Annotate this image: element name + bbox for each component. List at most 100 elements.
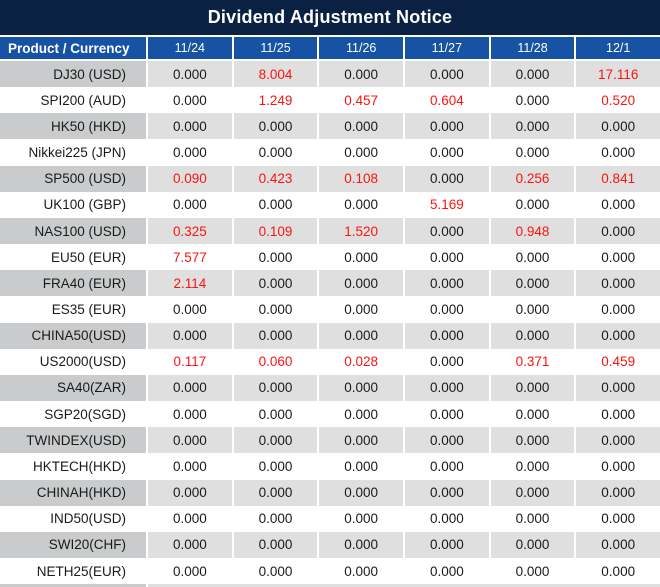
product-cell: EU50 (EUR) bbox=[0, 244, 148, 271]
value-cell: 0.000 bbox=[576, 557, 660, 585]
value-cell: 0.000 bbox=[576, 244, 660, 271]
value-cell: 0.000 bbox=[233, 453, 320, 480]
table-row: SWI20(CHF) 0.000 0.000 0.000 0.000 0.000 0.000 bbox=[0, 531, 660, 558]
table-row: EU50 (EUR) 7.577 0.000 0.000 0.000 0.000 0.000 bbox=[0, 244, 660, 271]
table-row: Nikkei225 (JPN) 0.000 0.000 0.000 0.000 0.000… bbox=[0, 139, 660, 166]
value-cell: 0.060 bbox=[233, 348, 320, 375]
value-cell: 0.000 bbox=[319, 244, 406, 271]
product-cell: CHINA50(USD) bbox=[0, 322, 148, 349]
product-cell: UK100 (GBP) bbox=[0, 191, 148, 218]
product-cell: FRA40 (EUR) bbox=[0, 270, 148, 297]
table-row: ES35 (EUR) 0.000 0.000 0.000 0.000 0.000 0.000 bbox=[0, 296, 660, 323]
value-cell: 0.000 bbox=[233, 427, 320, 454]
value-cell: 0.000 bbox=[576, 374, 660, 402]
value-cell: 0.000 bbox=[576, 479, 660, 506]
value-cell: 0.000 bbox=[490, 427, 577, 454]
column-header-date: 12/1 bbox=[606, 41, 631, 55]
product-cell: DJ30 (USD) bbox=[0, 61, 148, 88]
table-row: FRA40 (EUR) 2.114 0.000 0.000 0.000 0.000 0.00… bbox=[0, 270, 660, 297]
value-cell: 0.000 bbox=[490, 531, 577, 558]
value-cell: 0.000 bbox=[148, 401, 234, 428]
value-cell: 0.000 bbox=[319, 401, 406, 428]
value-cell: 0.000 bbox=[405, 296, 491, 323]
value-cell: 0.000 bbox=[490, 296, 577, 323]
value-cell: 0.000 bbox=[576, 531, 660, 558]
column-header-date: 11/25 bbox=[234, 37, 320, 59]
value-cell: 0.000 bbox=[576, 191, 660, 218]
value-cell: 0.000 bbox=[148, 296, 234, 323]
value-cell: 0.000 bbox=[233, 322, 320, 349]
value-cell: 2.114 bbox=[148, 270, 234, 297]
value-cell: 0.000 bbox=[490, 113, 577, 140]
value-cell: 0.000 bbox=[405, 348, 491, 375]
value-cell: 0.000 bbox=[319, 322, 406, 349]
value-cell: 0.000 bbox=[319, 296, 406, 323]
table-row: DJ30 (USD) 0.000 8.004 0.000 0.000 0.000 17.11… bbox=[0, 61, 660, 88]
value-cell: 0.000 bbox=[576, 453, 660, 480]
next-row-sliver bbox=[0, 584, 660, 587]
product-cell: HKTECH(HKD) bbox=[0, 453, 148, 480]
value-cell: 0.000 bbox=[576, 505, 660, 532]
value-cell: 0.000 bbox=[576, 401, 660, 428]
value-cell: 0.000 bbox=[233, 191, 320, 218]
column-header-date: 11/27 bbox=[405, 37, 491, 59]
product-cell: SWI20(CHF) bbox=[0, 531, 148, 558]
value-cell: 0.256 bbox=[490, 165, 577, 192]
value-cell: 0.000 bbox=[148, 453, 234, 480]
value-cell: 0.000 bbox=[233, 113, 320, 140]
table-row: TWINDEX(USD) 0.000 0.000 0.000 0.000 0.000 0.0… bbox=[0, 427, 660, 454]
value-cell: 0.000 bbox=[148, 479, 234, 506]
value-cell: 0.000 bbox=[319, 479, 406, 506]
value-cell: 0.000 bbox=[233, 244, 320, 271]
product-cell: SPI200 (AUD) bbox=[0, 87, 148, 114]
product-cell: IND50(USD) bbox=[0, 505, 148, 532]
product-cell: SGP20(SGD) bbox=[0, 401, 148, 428]
value-cell: 0.000 bbox=[233, 531, 320, 558]
column-header-date: 11/26 bbox=[319, 37, 406, 59]
value-cell: 0.841 bbox=[576, 165, 660, 192]
product-cell: NAS100 (USD) bbox=[0, 217, 148, 245]
value-cell: 0.000 bbox=[490, 191, 577, 218]
value-cell: 0.000 bbox=[319, 270, 406, 297]
value-cell: 0.000 bbox=[405, 427, 491, 454]
value-cell: 0.000 bbox=[490, 322, 577, 349]
value-cell: 0.000 bbox=[148, 557, 234, 585]
table-row: CHINA50(USD) 0.000 0.000 0.000 0.000 0.000 0.0… bbox=[0, 322, 660, 349]
value-cell: 0.000 bbox=[405, 479, 491, 506]
value-cell: 0.000 bbox=[233, 296, 320, 323]
product-cell: SP500 (USD) bbox=[0, 165, 148, 192]
value-cell: 0.000 bbox=[319, 374, 406, 402]
table-row: NETH25(EUR) 0.000 0.000 0.000 0.000 0.000 0.00… bbox=[0, 557, 660, 585]
value-cell: 0.000 bbox=[319, 427, 406, 454]
value-cell: 0.000 bbox=[490, 61, 577, 88]
value-cell: 0.000 bbox=[148, 374, 234, 402]
value-cell: 1.520 bbox=[319, 217, 406, 245]
table-row: NAS100 (USD) 0.325 0.109 1.520 0.000 0.948 0.0… bbox=[0, 217, 660, 245]
value-cell: 0.000 bbox=[233, 505, 320, 532]
value-cell: 0.000 bbox=[576, 217, 660, 245]
value-cell: 0.423 bbox=[233, 165, 320, 192]
product-cell: HK50 (HKD) bbox=[0, 113, 148, 140]
value-cell: 0.000 bbox=[319, 61, 406, 88]
value-cell: 0.000 bbox=[405, 139, 491, 166]
value-cell: 0.000 bbox=[576, 139, 660, 166]
value-cell: 0.000 bbox=[490, 374, 577, 402]
value-cell: 0.000 bbox=[490, 270, 577, 297]
value-cell: 0.000 bbox=[405, 244, 491, 271]
table-row: SP500 (USD) 0.090 0.423 0.108 0.000 0.256 0.84… bbox=[0, 165, 660, 192]
value-cell: 5.169 bbox=[405, 191, 491, 218]
value-cell: 0.000 bbox=[148, 505, 234, 532]
table-body: DJ30 (USD) 0.000 8.004 0.000 0.000 0.000 17.11… bbox=[0, 61, 660, 585]
value-cell: 0.000 bbox=[233, 139, 320, 166]
value-cell: 0.000 bbox=[490, 479, 577, 506]
value-cell: 0.000 bbox=[405, 322, 491, 349]
value-cell: 0.000 bbox=[405, 531, 491, 558]
value-cell: 0.457 bbox=[319, 87, 406, 114]
next-row-sliver-values bbox=[148, 584, 660, 587]
value-cell: 1.249 bbox=[233, 87, 320, 114]
product-cell: TWINDEX(USD) bbox=[0, 427, 148, 454]
value-cell: 17.116 bbox=[576, 61, 660, 88]
value-cell: 0.325 bbox=[148, 217, 234, 245]
value-cell: 0.000 bbox=[148, 61, 234, 88]
value-cell: 0.117 bbox=[148, 348, 234, 375]
